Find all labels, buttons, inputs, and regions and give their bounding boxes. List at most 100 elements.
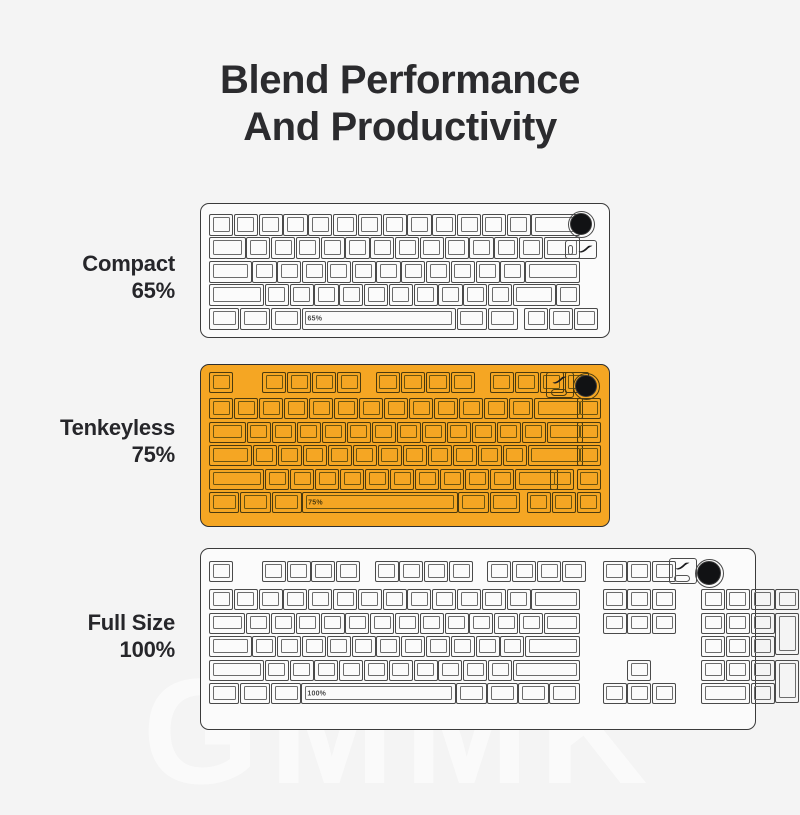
keycap[interactable]	[334, 398, 359, 419]
keycap[interactable]	[351, 636, 376, 658]
keycap[interactable]	[287, 372, 312, 393]
keycap[interactable]	[258, 214, 283, 236]
keycap[interactable]	[573, 307, 599, 330]
keycap[interactable]	[775, 612, 800, 656]
keycap[interactable]	[750, 659, 775, 681]
keycap[interactable]	[271, 237, 296, 260]
keycap[interactable]	[506, 214, 531, 236]
keycap[interactable]	[388, 284, 413, 307]
keycap[interactable]	[209, 307, 240, 330]
keycap[interactable]	[277, 445, 302, 467]
keycap[interactable]	[370, 612, 395, 634]
keycap[interactable]	[489, 372, 514, 393]
keycap[interactable]	[401, 260, 426, 283]
keycap[interactable]	[725, 612, 750, 634]
keycap[interactable]	[459, 398, 484, 419]
keycap[interactable]	[209, 372, 234, 393]
keycap[interactable]	[209, 561, 233, 582]
keyboard-full-size-100[interactable]: 100%	[200, 548, 800, 730]
keycap[interactable]	[395, 612, 419, 634]
keycap[interactable]	[534, 398, 584, 419]
keycap[interactable]: 65%	[301, 307, 456, 330]
keycap[interactable]	[262, 372, 287, 393]
keycap[interactable]	[440, 468, 465, 490]
keycap[interactable]	[290, 468, 315, 490]
keycap[interactable]	[296, 421, 321, 443]
keycap[interactable]	[339, 659, 364, 681]
keycap[interactable]	[289, 659, 314, 681]
keycap[interactable]	[209, 398, 234, 419]
keycap[interactable]	[321, 421, 346, 443]
keycap[interactable]	[370, 237, 395, 260]
keycap[interactable]	[295, 612, 320, 634]
keycap[interactable]	[550, 468, 575, 490]
keycap[interactable]	[500, 636, 525, 658]
keycap[interactable]	[258, 589, 283, 610]
keycap[interactable]	[302, 445, 327, 467]
volume-knob[interactable]	[575, 375, 597, 397]
keycap[interactable]	[359, 398, 384, 419]
keycap[interactable]	[364, 284, 389, 307]
keycap[interactable]	[627, 683, 652, 705]
keycap[interactable]	[302, 260, 327, 283]
keycap[interactable]	[701, 636, 725, 658]
keycap[interactable]	[315, 468, 340, 490]
keycap[interactable]	[444, 237, 469, 260]
keycap[interactable]	[449, 561, 473, 582]
keycap[interactable]	[400, 372, 426, 393]
keycap[interactable]	[374, 561, 399, 582]
keycap[interactable]	[518, 683, 549, 705]
keycap[interactable]	[209, 421, 246, 443]
keycap[interactable]	[450, 636, 475, 658]
keycap[interactable]	[209, 683, 240, 705]
keycap[interactable]	[337, 372, 362, 393]
keycap[interactable]	[524, 307, 549, 330]
keycap[interactable]	[446, 421, 471, 443]
keycap[interactable]	[475, 636, 500, 658]
keycap[interactable]	[340, 468, 365, 490]
keycap[interactable]	[426, 636, 450, 658]
keycap[interactable]	[409, 398, 434, 419]
keycap[interactable]	[576, 492, 601, 514]
keycap[interactable]	[345, 237, 370, 260]
keycap[interactable]	[271, 421, 296, 443]
keycap[interactable]	[576, 445, 602, 467]
keycap[interactable]	[750, 683, 775, 705]
keycap[interactable]	[375, 372, 401, 393]
keycap[interactable]	[326, 636, 351, 658]
keycap[interactable]	[413, 659, 438, 681]
keycap[interactable]	[384, 398, 409, 419]
keycap[interactable]	[457, 214, 482, 236]
keycap[interactable]	[432, 214, 457, 236]
keycap[interactable]	[602, 561, 627, 582]
keycap[interactable]	[425, 372, 451, 393]
keycap[interactable]	[775, 589, 800, 610]
keycap[interactable]	[463, 284, 488, 307]
keycap[interactable]	[438, 284, 463, 307]
keycap[interactable]	[576, 398, 602, 419]
keycap[interactable]	[308, 589, 333, 610]
keycap[interactable]	[469, 237, 494, 260]
keycap[interactable]	[395, 237, 420, 260]
keycap[interactable]	[488, 659, 512, 681]
keycap[interactable]	[465, 468, 490, 490]
keycap[interactable]	[402, 445, 427, 467]
keycap[interactable]	[481, 589, 506, 610]
keycap[interactable]	[345, 612, 370, 634]
keycap[interactable]	[333, 214, 358, 236]
keycap[interactable]	[512, 659, 581, 681]
keycap[interactable]	[488, 284, 513, 307]
keycap[interactable]	[750, 636, 775, 658]
keycap[interactable]	[514, 372, 539, 393]
keycap[interactable]	[407, 589, 432, 610]
keycap[interactable]	[311, 561, 336, 582]
keycap[interactable]	[382, 589, 407, 610]
keycap[interactable]	[376, 636, 401, 658]
keycap[interactable]	[652, 612, 677, 634]
keycap[interactable]	[240, 492, 271, 514]
keycap[interactable]	[494, 237, 519, 260]
keycap[interactable]	[271, 612, 295, 634]
keycap[interactable]	[527, 445, 584, 467]
keycap[interactable]	[209, 214, 234, 236]
keycap[interactable]	[444, 612, 469, 634]
